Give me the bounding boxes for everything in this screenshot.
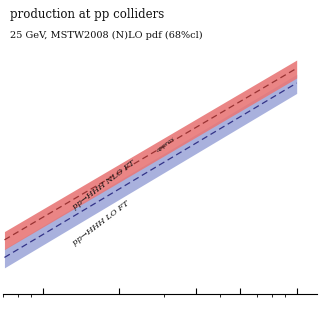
Text: 25 GeV, MSTW2008 (N)LO pdf (68%cl): 25 GeV, MSTW2008 (N)LO pdf (68%cl)	[10, 30, 202, 40]
Text: pp→HHH LO FT: pp→HHH LO FT	[71, 199, 131, 247]
Text: production at pp colliders: production at pp colliders	[10, 8, 164, 21]
Text: approx: approx	[156, 136, 177, 153]
Text: pp→HHH NLO FT: pp→HHH NLO FT	[71, 159, 137, 211]
